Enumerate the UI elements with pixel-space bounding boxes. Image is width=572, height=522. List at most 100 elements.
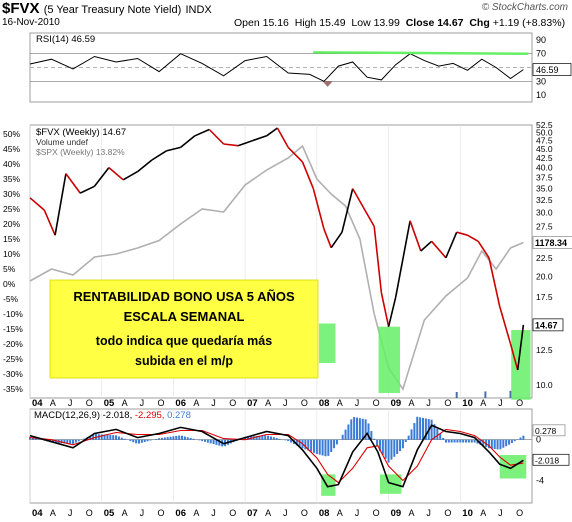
x-axis-label-mid: J <box>426 398 431 408</box>
fvx-segment <box>352 188 365 208</box>
price-left-tick-label: 25% <box>3 204 20 214</box>
price-right-tick-label: 32.5 <box>536 195 553 205</box>
macd-histogram-bar <box>304 439 307 450</box>
macd-histogram-bar <box>393 439 396 457</box>
macd-histogram-bar <box>447 439 450 443</box>
x-axis-label-bottom: J <box>426 508 431 518</box>
macd-histogram-bar <box>399 439 402 452</box>
price-right-tick-label: 10.0 <box>536 380 553 390</box>
macd-last-value: -2.018 <box>535 455 559 465</box>
fvx-segment <box>266 127 278 137</box>
macd-histogram-bar <box>186 437 189 440</box>
macd-histogram-bar <box>513 439 516 442</box>
fvx-segment <box>43 209 56 236</box>
macd-histogram-bar <box>138 439 141 444</box>
macd-histogram-bar <box>350 419 353 440</box>
macd-histogram-bar <box>203 439 206 442</box>
ticker-exchange: INDX <box>185 4 212 16</box>
macd-histogram-bar <box>315 439 318 454</box>
x-axis-label-bottom: O <box>444 508 451 518</box>
fvx-segment <box>323 228 332 248</box>
fvx-segment <box>151 150 167 161</box>
x-axis-label-bottom: O <box>229 508 236 518</box>
fvx-segment <box>287 146 304 163</box>
macd-histogram-bar <box>66 439 69 444</box>
price-left-tick-label: -20% <box>3 339 23 349</box>
macd-histogram-bar <box>117 436 120 440</box>
macd-histogram-bar <box>344 429 347 440</box>
macd-histogram-bar <box>175 435 178 440</box>
low-label: Low <box>351 17 371 29</box>
x-axis-label-mid: 07 <box>247 398 258 409</box>
macd-tick-label: 0 <box>536 435 541 445</box>
price-left-tick-label: 5% <box>3 264 16 274</box>
x-axis-label-mid: A <box>122 398 128 408</box>
macd-histogram-bar <box>522 435 525 440</box>
macd-histogram-bar <box>421 417 424 440</box>
macd-hist-box <box>532 424 566 437</box>
fvx-segment <box>373 226 383 293</box>
fvx-segment <box>29 197 45 211</box>
x-axis-label-mid: J <box>140 398 145 408</box>
macd-histogram-bar <box>181 435 184 440</box>
x-axis-label-bottom: A <box>193 508 199 518</box>
x-axis-label-mid: A <box>337 398 343 408</box>
price-left-tick-label: 20% <box>3 219 20 229</box>
macd-histogram-bar <box>330 439 333 453</box>
x-axis-label-bottom: 09 <box>391 508 402 519</box>
macd-histogram-bar <box>444 439 447 443</box>
macd-histogram-bar <box>143 439 146 443</box>
price-highlight-box-2 <box>378 326 401 393</box>
price-left-tick-label: 50% <box>3 129 20 139</box>
fvx-segment <box>380 292 390 327</box>
x-axis-label-mid: A <box>409 398 415 408</box>
macd-histogram-bar <box>493 439 496 449</box>
macd-histogram-bar <box>269 436 272 440</box>
macd-histogram-bar <box>63 439 66 444</box>
rsi-tick-label: 90 <box>536 35 546 45</box>
price-left-tick-label: -30% <box>3 369 23 379</box>
fvx-segment <box>93 167 110 187</box>
fvx-segment <box>137 159 153 173</box>
macd-histogram-bar <box>166 437 169 440</box>
macd-histogram-bar <box>215 439 218 445</box>
x-axis-label-mid: A <box>193 398 199 408</box>
macd-histogram-bar <box>321 439 324 456</box>
fvx-segment <box>312 188 325 230</box>
low-value: 13.99 <box>373 17 400 29</box>
x-axis-label-bottom: O <box>86 508 93 518</box>
price-right-tick-label: 22.5 <box>536 253 553 263</box>
annotation-line-4: subida en el m/p <box>135 354 233 368</box>
macd-histogram-bar <box>172 436 175 440</box>
macd-histogram-bar <box>298 439 301 447</box>
fvx-last-label: 14.67 <box>535 320 558 330</box>
price-right-tick-label: 40.0 <box>536 163 553 173</box>
ohlc-summary: Open 15.16 High 15.49 Low 13.99 Close 14… <box>234 17 565 29</box>
macd-histogram-bar <box>508 439 511 445</box>
rsi-last-value: 46.59 <box>536 65 559 75</box>
macd-histogram-bar <box>490 439 493 449</box>
macd-histogram-bar <box>120 437 123 440</box>
macd-histogram-bar <box>209 439 212 444</box>
rsi-tick-label: 10 <box>536 90 546 100</box>
macd-histogram-bar <box>247 436 250 440</box>
macd-histogram-bar <box>212 439 215 445</box>
x-axis-label-bottom: J <box>283 508 288 518</box>
annotation-box <box>49 279 319 379</box>
fvx-segment <box>223 143 239 147</box>
macd-histogram-bar <box>140 439 143 443</box>
fvx-segment <box>122 170 138 181</box>
volume-bar <box>484 391 487 398</box>
spx-legend: $SPX (Weekly) 13.82% <box>36 147 125 157</box>
fvx-segment <box>488 257 501 307</box>
x-axis-label-bottom: A <box>480 508 486 518</box>
macd-histogram-bar <box>189 438 192 440</box>
fvx-segment <box>208 128 225 145</box>
x-axis-label-mid: O <box>158 398 165 408</box>
price-left-tick-label: 0% <box>3 279 16 289</box>
macd-histogram-bar <box>123 438 126 440</box>
chart-date: 16-Nov-2010 <box>2 17 60 28</box>
macd-legend-macd: -2.018, <box>103 410 135 421</box>
x-axis-label-bottom: A <box>122 508 128 518</box>
price-left-tick-label: 35% <box>3 174 20 184</box>
